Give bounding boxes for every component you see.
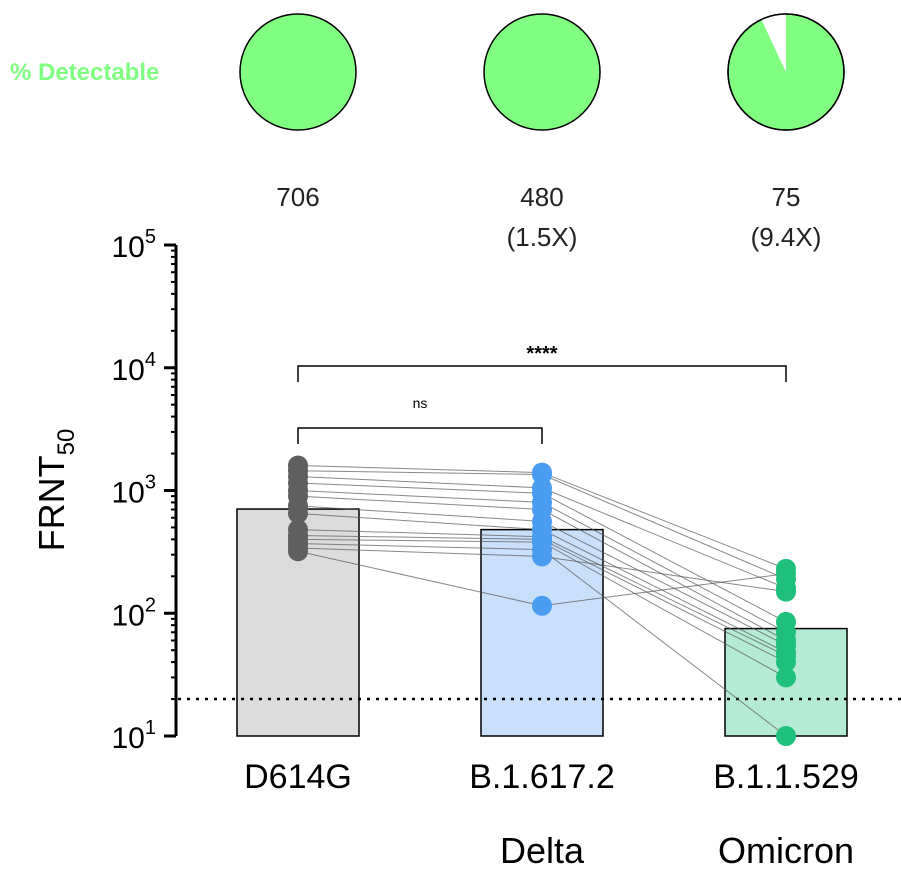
variant-name-2: Delta [500, 830, 585, 871]
point-D614G-8 [288, 503, 308, 524]
bracket-2 [297, 365, 787, 382]
geomean-value-2: 480 [520, 182, 563, 212]
tick-exponent: 1 [145, 717, 156, 739]
tick-base: 10 [112, 354, 145, 387]
geomean-value-3: 75 [772, 182, 801, 212]
tick-base: 10 [112, 599, 145, 632]
tick-base: 10 [112, 477, 145, 510]
tick-exponent: 3 [145, 472, 156, 494]
fold-change-3: (9.4X) [751, 222, 822, 252]
ylabel-subscript: 50 [53, 429, 80, 456]
significance-brackets: ns **** [297, 343, 787, 444]
category-label-3: B.1.1.529 [713, 758, 859, 796]
undetectable-slice-3 [761, 14, 786, 72]
point-B.1.1.529-13 [776, 581, 796, 602]
pie-outline-3 [727, 13, 845, 131]
category-labels: D614G B.1.617.2 Delta B.1.1.529 Omicron [244, 758, 859, 871]
point-B.1.617.2-13 [532, 546, 552, 567]
y-tick-label-3: 103 [112, 472, 157, 510]
ylabel-main: FRNT [31, 455, 72, 551]
significance-label-1: ns [413, 395, 428, 411]
point-D614G-14 [288, 541, 308, 562]
y-axis-label: FRNT50 [31, 429, 80, 552]
significance-label-2: **** [526, 343, 557, 365]
point-B.1.1.529-10 [776, 652, 796, 673]
variant-name-3: Omicron [718, 830, 854, 871]
point-B.1.1.529-12 [776, 726, 796, 746]
point-B.1.1.529-14 [776, 563, 796, 584]
category-label-2: B.1.617.2 [469, 758, 615, 796]
geomean-labels: 706 480 (1.5X) 75 (9.4X) [276, 182, 821, 252]
geomean-value-1: 706 [276, 182, 319, 212]
detectable-pies [239, 13, 845, 131]
detectable-label: % Detectable [10, 59, 159, 86]
tick-base: 10 [112, 722, 145, 755]
category-label-1: D614G [244, 758, 352, 796]
point-B.1.1.529-11 [776, 667, 796, 688]
tick-exponent: 2 [145, 594, 156, 616]
detectable-pie-2 [483, 13, 601, 131]
tick-exponent: 4 [145, 349, 156, 371]
y-tick-label-5: 105 [112, 226, 157, 264]
tick-exponent: 5 [145, 226, 156, 248]
y-axis-title: FRNT50 [31, 429, 80, 552]
tick-base: 10 [112, 231, 145, 264]
fold-change-2: (1.5X) [507, 222, 578, 252]
y-tick-label-2: 102 [112, 594, 157, 632]
point-B.1.617.2-14 [532, 595, 552, 616]
y-tick-label-4: 104 [112, 349, 157, 387]
data-points [288, 455, 796, 746]
detectable-pie-1 [239, 13, 357, 131]
y-tick-label-1: 101 [112, 717, 157, 755]
bracket-1 [297, 427, 543, 444]
